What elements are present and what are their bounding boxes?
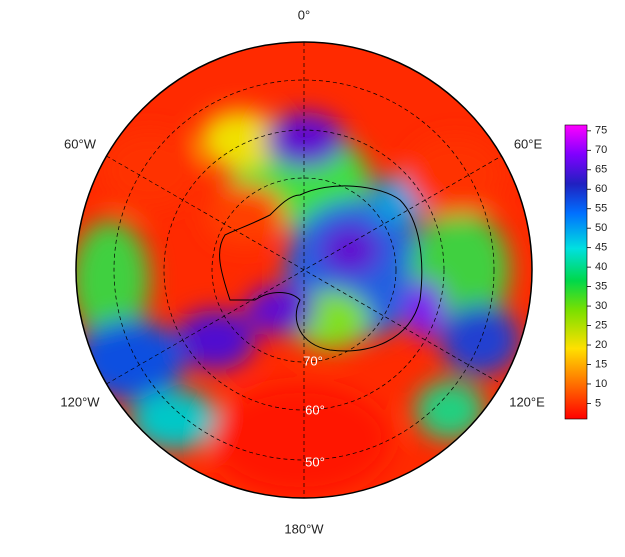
colorbar-tick-label: 5 [595,397,601,409]
colorbar-tick-label: 10 [595,378,607,390]
colorbar-tick-label: 30 [595,300,607,312]
graticule [106,42,502,498]
colorbar-tick-label: 15 [595,358,607,370]
longitude-label: 0° [298,7,310,22]
colorbar-tick-label: 75 [595,125,607,137]
colorbar: 5 10 15 20 25 30 35 40 45 50 55 60 65 70 75 [564,124,607,420]
longitude-label: 180°W [284,521,324,536]
colorbar-tick-label: 45 [595,242,607,254]
colorbar-tick-label: 55 [595,203,607,215]
latitude-label: 70° [303,353,323,368]
coastline [219,185,423,352]
longitude-label: 60°E [514,136,543,151]
colorbar-tick-label: 65 [595,164,607,176]
colorbar-tick-label: 20 [595,339,607,351]
longitude-label: 120°E [509,394,545,409]
longitude-label: 120°W [60,394,100,409]
colorbar-tick-label: 60 [595,183,607,195]
colorbar-tick-label: 40 [595,261,607,273]
colorbar-tick-label: 35 [595,281,607,293]
longitude-label: 60°W [64,136,97,151]
latitude-label: 50° [305,454,325,469]
colorbar-tick-label: 50 [595,222,607,234]
colorbar-tick-label: 25 [595,319,607,331]
map-field [76,42,532,498]
map-border [75,41,533,499]
colorbar-tick-label: 70 [595,144,607,156]
latitude-label: 60° [305,402,325,417]
colorbar-ramp [564,124,588,420]
